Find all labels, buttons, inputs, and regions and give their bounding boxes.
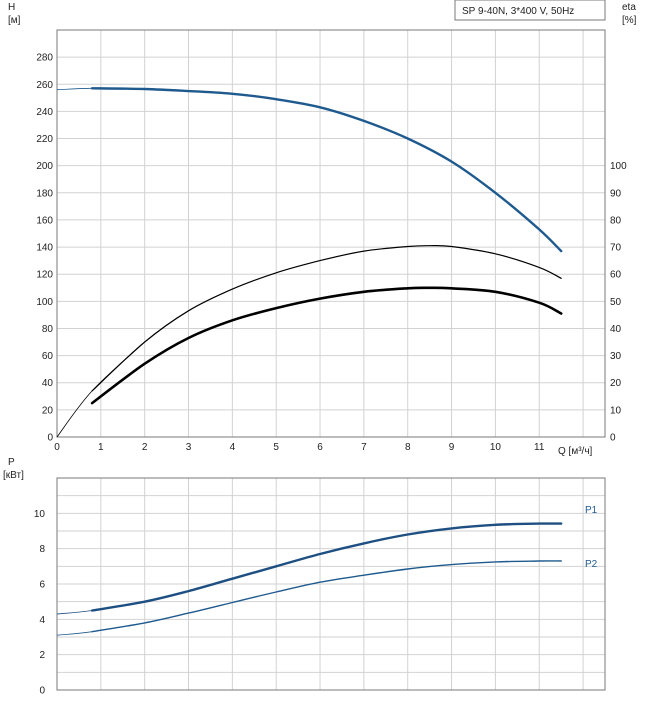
top-y-tick-label: 120: [36, 270, 53, 281]
top-y-tick-label: 40: [42, 378, 54, 389]
right-y-tick-label: 10: [610, 405, 622, 416]
x-tick-label: 7: [361, 442, 367, 453]
bottom-y-tick-label: 4: [39, 615, 45, 626]
right-y-tick-label: 0: [610, 433, 616, 444]
p1-curve: [90, 522, 563, 612]
top-y-label: H: [8, 2, 15, 13]
bottom-y-tick-label: 2: [39, 650, 45, 661]
top-y-tick-label: 260: [36, 80, 53, 91]
bottom-plot-frame: [56, 477, 606, 691]
top-y-tick-label: 240: [36, 107, 53, 118]
bottom-y-tick-label: 10: [34, 509, 46, 520]
right-y-tick-label: 20: [610, 378, 622, 389]
head-curve: [90, 87, 563, 253]
series-lines: [56, 87, 563, 636]
top-y-tick-label: 60: [42, 351, 54, 362]
bottom-y-tick-label: 0: [39, 686, 45, 697]
right-y-tick-label: 80: [610, 215, 622, 226]
right-y-unit: [%]: [622, 15, 637, 26]
right-y-label: eta: [622, 2, 636, 13]
right-y-tick-label: 40: [610, 324, 622, 335]
top-y-tick-label: 160: [36, 215, 53, 226]
right-y-tick-label: 30: [610, 351, 622, 362]
bottom-plot-grid: [56, 477, 606, 691]
top-y-tick-label: 20: [42, 405, 54, 416]
bottom-y-tick-label: 6: [39, 580, 45, 591]
top-y-tick-label: 280: [36, 53, 53, 64]
right-y-tick-label: 50: [610, 297, 622, 308]
top-y-tick-label: 200: [36, 161, 53, 172]
x-tick-label: 2: [142, 442, 148, 453]
eta-curve-lower: [90, 286, 563, 405]
top-y-tick-label: 80: [42, 324, 54, 335]
top-y-tick-label: 140: [36, 243, 53, 254]
x-tick-label: 11: [534, 442, 545, 453]
header-label: SP 9-40N, 3*400 V, 50Hz: [462, 6, 574, 17]
top-plot-grid: [56, 29, 606, 438]
top-y-tick-label: 220: [36, 134, 53, 145]
right-y-tick-label: 90: [610, 188, 622, 199]
top-y-tick-label: 100: [36, 297, 53, 308]
legend-p2: P2: [585, 559, 598, 570]
bottom-y-tick-label: 8: [39, 544, 45, 555]
top-y-tick-label: 180: [36, 188, 53, 199]
x-tick-label: 8: [405, 442, 411, 453]
x-tick-label: 9: [449, 442, 455, 453]
tick-labels: 0204060801001201401601802002202402602800…: [34, 53, 627, 697]
bottom-y-label: P: [8, 457, 15, 468]
top-y-unit: [м]: [8, 15, 21, 26]
right-y-tick-label: 70: [610, 243, 622, 254]
x-tick-label: 3: [186, 442, 192, 453]
x-tick-label: 4: [230, 442, 236, 453]
legend-p1: P1: [585, 505, 598, 516]
right-y-tick-label: 60: [610, 270, 622, 281]
bottom-y-unit: [кВт]: [3, 470, 24, 481]
top-y-tick-label: 0: [47, 433, 53, 444]
x-tick-label: 10: [490, 442, 502, 453]
header-box: [454, 0, 606, 21]
x-tick-label: 5: [273, 442, 279, 453]
x-tick-label: 0: [54, 442, 60, 453]
p2-curve: [91, 560, 562, 633]
right-y-tick-label: 100: [610, 161, 627, 172]
x-tick-label: 1: [98, 442, 104, 453]
eta-curve-upper: [91, 245, 562, 392]
x-tick-label: 6: [317, 442, 323, 453]
top-plot-frame: [56, 29, 606, 438]
x-axis-label: Q [м³/ч]: [558, 446, 593, 457]
